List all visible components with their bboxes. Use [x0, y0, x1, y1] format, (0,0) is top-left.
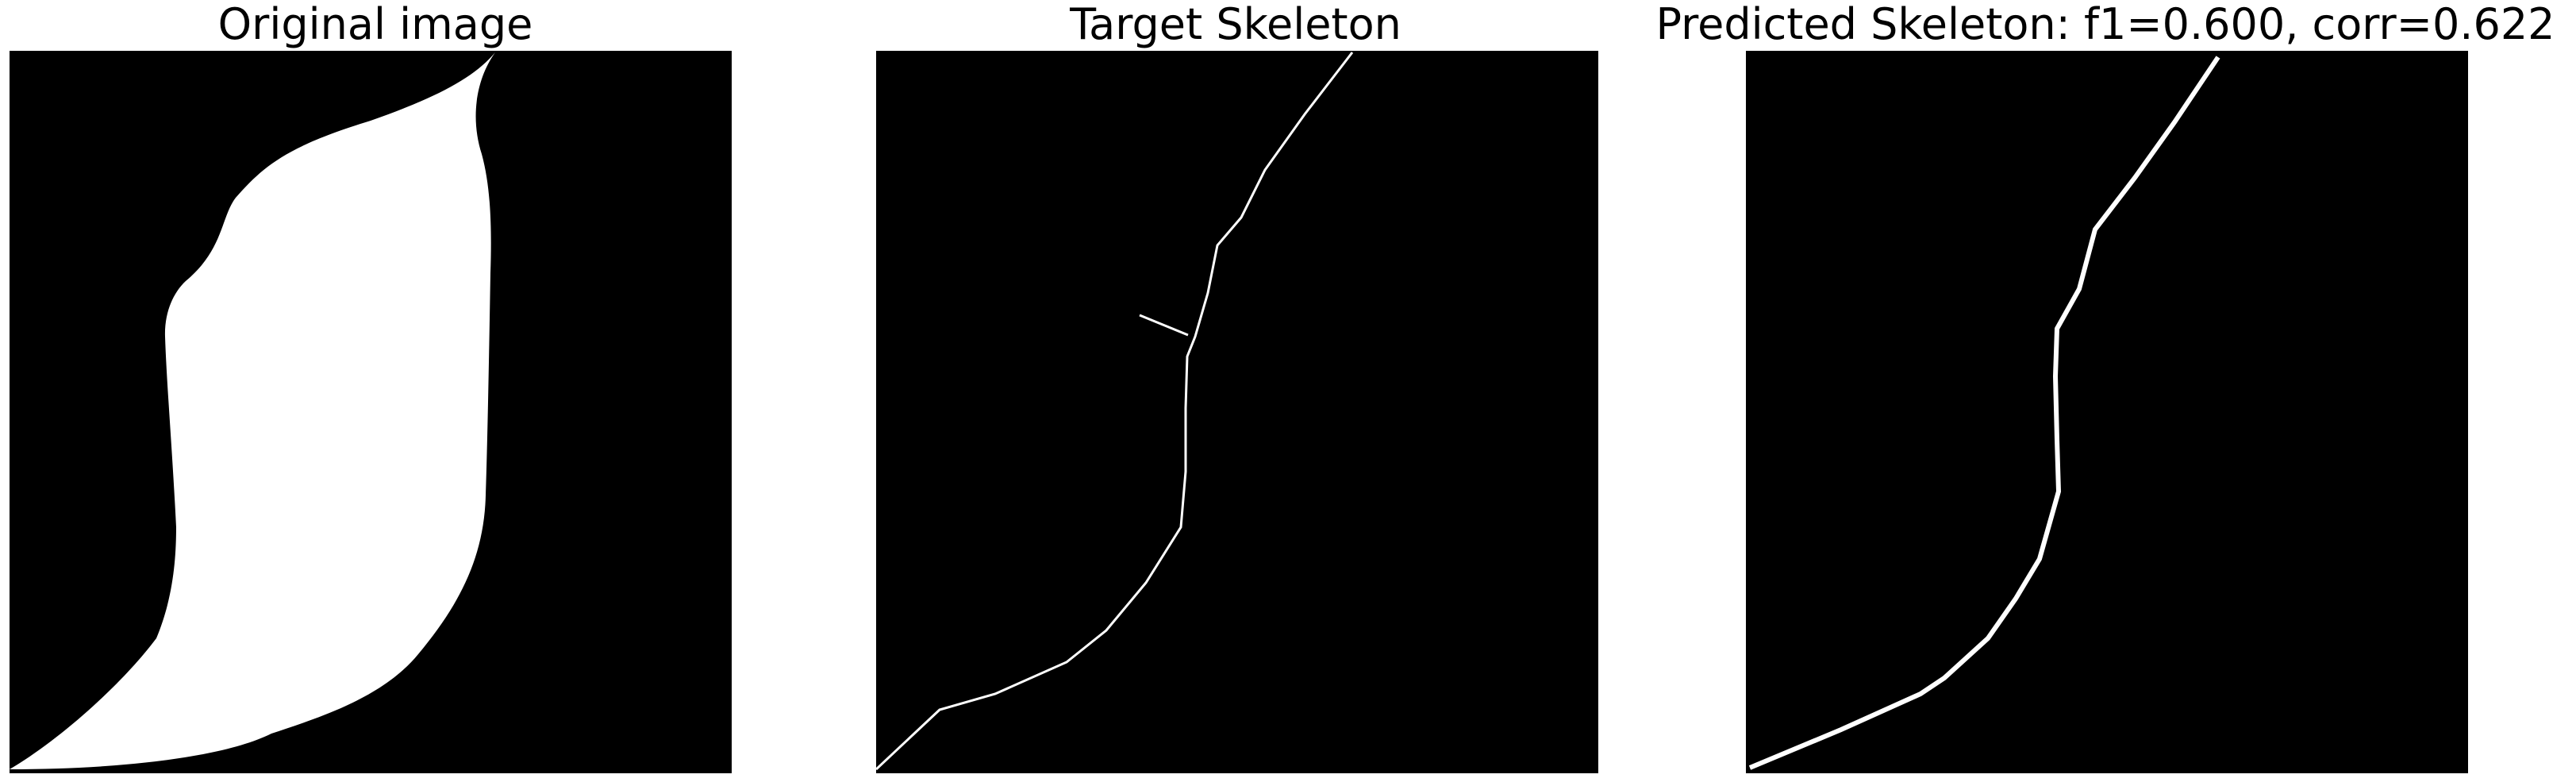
- target-skeleton-image: [876, 51, 1598, 773]
- original-image: [10, 51, 732, 773]
- panel-title: Target Skeleton: [1070, 0, 1401, 49]
- skeleton-branch: [1139, 314, 1189, 337]
- foreground-shape: [10, 52, 495, 769]
- skeleton-line: [876, 52, 1354, 771]
- skeleton-line: [1748, 56, 2220, 770]
- panel-title: Predicted Skeleton: f1=0.600, corr=0.622: [1655, 0, 2555, 49]
- panel-title: Original image: [217, 0, 533, 49]
- predicted-skeleton-image: [1746, 51, 2468, 773]
